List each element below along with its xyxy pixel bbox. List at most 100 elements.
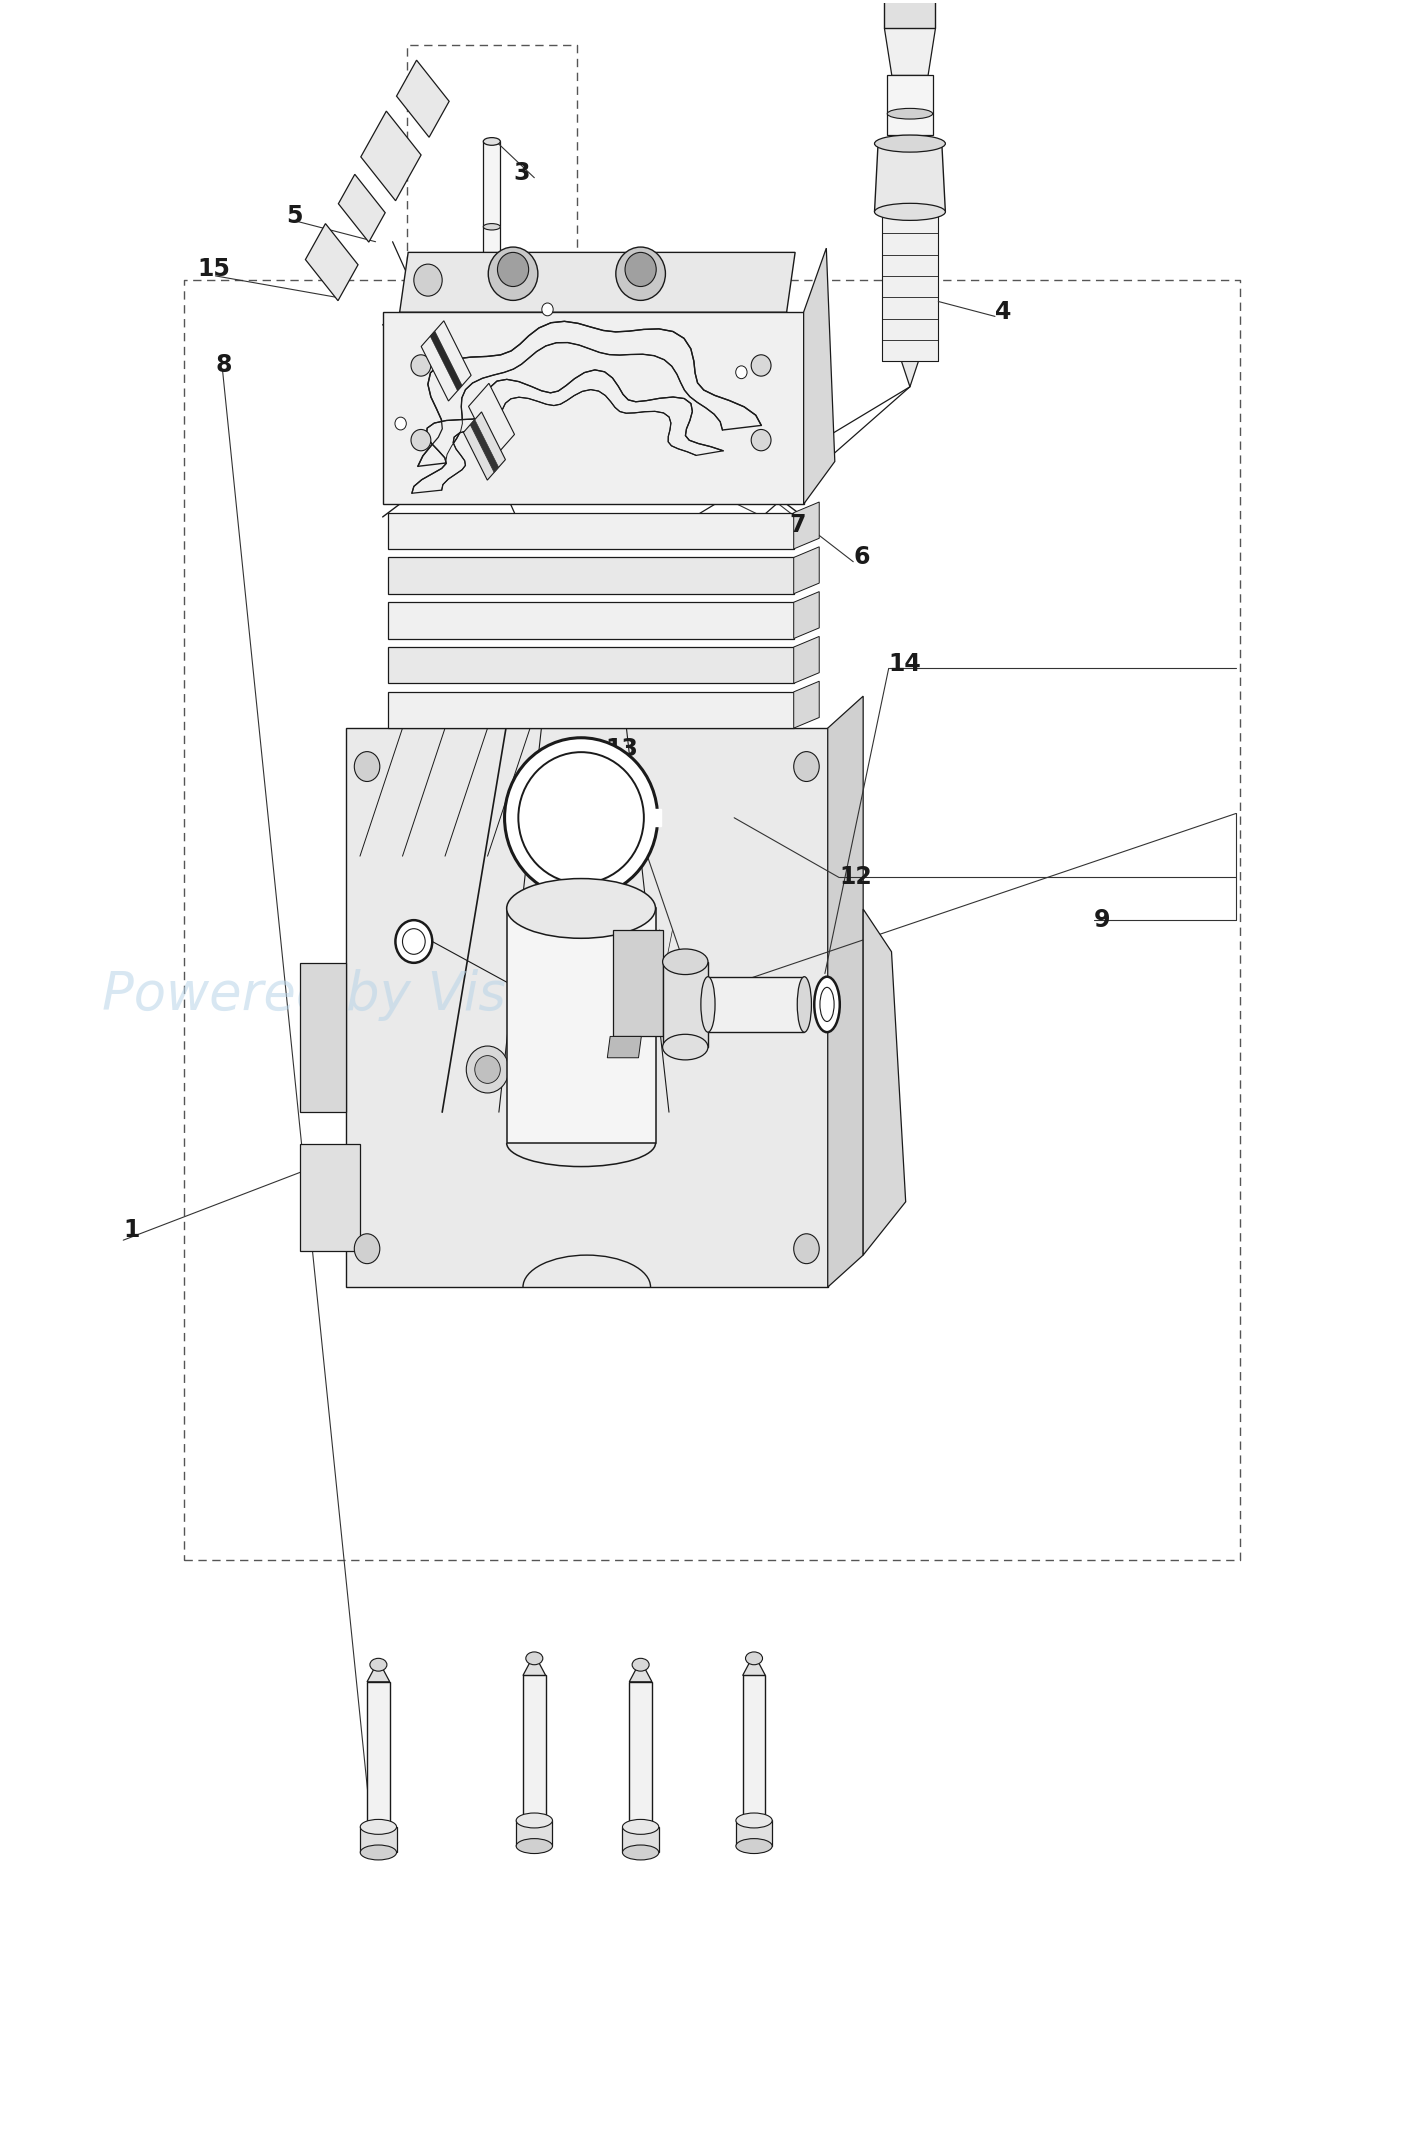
- Ellipse shape: [736, 366, 747, 379]
- Ellipse shape: [736, 1840, 773, 1855]
- Text: 12: 12: [840, 866, 872, 890]
- Polygon shape: [383, 312, 804, 505]
- Ellipse shape: [527, 1651, 542, 1664]
- Polygon shape: [888, 75, 932, 135]
- Text: 6: 6: [854, 545, 869, 569]
- Polygon shape: [388, 513, 794, 550]
- Polygon shape: [470, 419, 498, 473]
- Polygon shape: [663, 963, 709, 1048]
- Polygon shape: [361, 111, 421, 201]
- Ellipse shape: [736, 1814, 773, 1829]
- Ellipse shape: [751, 430, 771, 451]
- Ellipse shape: [751, 355, 771, 376]
- Polygon shape: [367, 1660, 390, 1681]
- Ellipse shape: [517, 1840, 552, 1855]
- Polygon shape: [360, 1827, 397, 1852]
- Text: 1: 1: [124, 1217, 139, 1241]
- Ellipse shape: [622, 1820, 659, 1835]
- Ellipse shape: [746, 1651, 763, 1664]
- Polygon shape: [524, 1675, 545, 1820]
- Polygon shape: [400, 252, 795, 312]
- Polygon shape: [388, 648, 794, 682]
- Polygon shape: [367, 1681, 390, 1827]
- Ellipse shape: [797, 978, 811, 1033]
- Polygon shape: [794, 680, 820, 727]
- Ellipse shape: [794, 1234, 820, 1264]
- Ellipse shape: [625, 252, 656, 287]
- Polygon shape: [306, 225, 359, 302]
- Ellipse shape: [411, 355, 431, 376]
- Ellipse shape: [475, 1057, 501, 1082]
- Polygon shape: [346, 727, 828, 1288]
- Polygon shape: [743, 1653, 766, 1675]
- Polygon shape: [885, 0, 935, 28]
- Polygon shape: [517, 1820, 552, 1846]
- Ellipse shape: [814, 978, 840, 1033]
- Ellipse shape: [507, 879, 656, 939]
- Polygon shape: [629, 1681, 652, 1827]
- Text: 5: 5: [286, 203, 303, 229]
- Text: 13: 13: [605, 738, 638, 761]
- Polygon shape: [613, 930, 663, 1037]
- Polygon shape: [468, 383, 515, 458]
- Polygon shape: [646, 809, 662, 826]
- Polygon shape: [875, 143, 945, 212]
- Ellipse shape: [632, 1658, 649, 1671]
- Ellipse shape: [498, 252, 529, 287]
- Polygon shape: [794, 548, 820, 595]
- Ellipse shape: [484, 137, 501, 145]
- Ellipse shape: [542, 304, 554, 317]
- Ellipse shape: [622, 1846, 659, 1861]
- Ellipse shape: [505, 738, 657, 898]
- Text: 8: 8: [215, 353, 232, 376]
- Ellipse shape: [396, 417, 407, 430]
- Text: 4: 4: [995, 299, 1012, 325]
- Polygon shape: [300, 963, 346, 1112]
- Ellipse shape: [663, 950, 709, 975]
- Polygon shape: [430, 332, 462, 391]
- Text: 9: 9: [1094, 909, 1111, 933]
- Polygon shape: [864, 909, 905, 1256]
- Ellipse shape: [702, 978, 714, 1033]
- Ellipse shape: [488, 248, 538, 299]
- Polygon shape: [388, 558, 794, 595]
- Ellipse shape: [518, 753, 643, 883]
- Polygon shape: [507, 909, 656, 1142]
- Polygon shape: [622, 1827, 659, 1852]
- Ellipse shape: [354, 1234, 380, 1264]
- Ellipse shape: [616, 248, 666, 299]
- Polygon shape: [901, 361, 918, 387]
- Ellipse shape: [403, 928, 425, 954]
- Ellipse shape: [360, 1820, 397, 1835]
- Polygon shape: [418, 321, 761, 466]
- Polygon shape: [794, 593, 820, 640]
- Ellipse shape: [794, 751, 820, 781]
- Ellipse shape: [411, 430, 431, 451]
- Polygon shape: [464, 413, 505, 479]
- Ellipse shape: [484, 225, 501, 231]
- Polygon shape: [794, 637, 820, 682]
- Polygon shape: [421, 321, 471, 400]
- Polygon shape: [524, 1653, 545, 1675]
- Polygon shape: [885, 28, 935, 75]
- Ellipse shape: [517, 1814, 552, 1829]
- Polygon shape: [882, 212, 938, 361]
- Ellipse shape: [875, 135, 945, 152]
- Polygon shape: [736, 1820, 773, 1846]
- Text: 3: 3: [514, 160, 529, 186]
- Ellipse shape: [467, 1046, 509, 1093]
- Ellipse shape: [875, 203, 945, 220]
- Text: Powered by Vision Spares: Powered by Vision Spares: [102, 969, 784, 1020]
- Ellipse shape: [888, 109, 932, 120]
- Ellipse shape: [370, 1658, 387, 1671]
- Polygon shape: [608, 1037, 642, 1059]
- Ellipse shape: [414, 263, 443, 295]
- Polygon shape: [709, 978, 804, 1033]
- Polygon shape: [794, 503, 820, 550]
- Ellipse shape: [663, 1035, 709, 1061]
- Polygon shape: [300, 1144, 360, 1251]
- Polygon shape: [388, 603, 794, 640]
- Polygon shape: [339, 173, 386, 242]
- Ellipse shape: [354, 751, 380, 781]
- Text: 7: 7: [790, 513, 805, 537]
